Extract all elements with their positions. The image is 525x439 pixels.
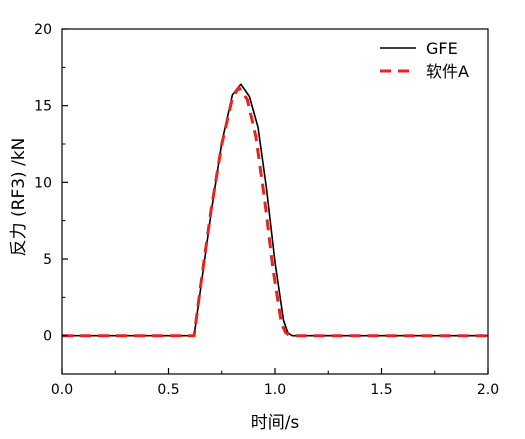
legend: GFE 软件A	[380, 39, 469, 81]
x-tick-label: 1.5	[370, 382, 392, 398]
series-line-1	[62, 83, 488, 337]
ticks: 0.0 0.5 1.0 1.5 2.0 0 5 10 15 20	[34, 22, 499, 398]
axes	[61, 28, 489, 375]
y-tick-label: 10	[34, 175, 52, 191]
y-tick-label: 0	[43, 329, 52, 345]
x-tick-label: 0.0	[51, 382, 73, 398]
x-axis-title: 时间/s	[251, 413, 300, 433]
legend-label-1: GFE	[426, 39, 458, 58]
series-line-2	[62, 85, 488, 338]
x-tick-label: 2.0	[477, 382, 499, 398]
y-tick-label: 20	[34, 22, 52, 38]
x-tick-label: 1.0	[264, 382, 286, 398]
legend-label-2: 软件A	[426, 62, 469, 81]
y-tick-label: 15	[34, 99, 52, 115]
y-axis-title: 反力 (RF3) /kN	[9, 138, 29, 257]
plot-lines	[62, 83, 488, 338]
plot-frame	[61, 28, 489, 375]
x-tick-label: 0.5	[157, 382, 179, 398]
y-tick-label: 5	[43, 252, 52, 268]
